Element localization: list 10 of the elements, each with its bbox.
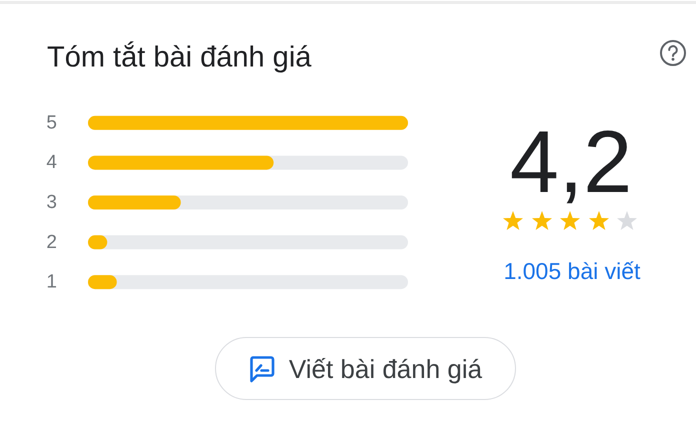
chart-title: Tóm tắt bài đánh giá bbox=[47, 40, 312, 74]
text: 1.005 bài viết bbox=[504, 258, 640, 284]
y-tick-label: 4 bbox=[46, 152, 58, 174]
write-review-button: Viết bài đánh giá bbox=[215, 337, 516, 400]
y-tick-label: 1 bbox=[46, 272, 57, 293]
y-tick-label: 3 bbox=[46, 192, 57, 213]
bar bbox=[88, 196, 181, 210]
y-tick-label: 2 bbox=[46, 232, 57, 253]
text: 4,2 bbox=[510, 112, 632, 211]
y-tick-label: 5 bbox=[46, 112, 57, 134]
